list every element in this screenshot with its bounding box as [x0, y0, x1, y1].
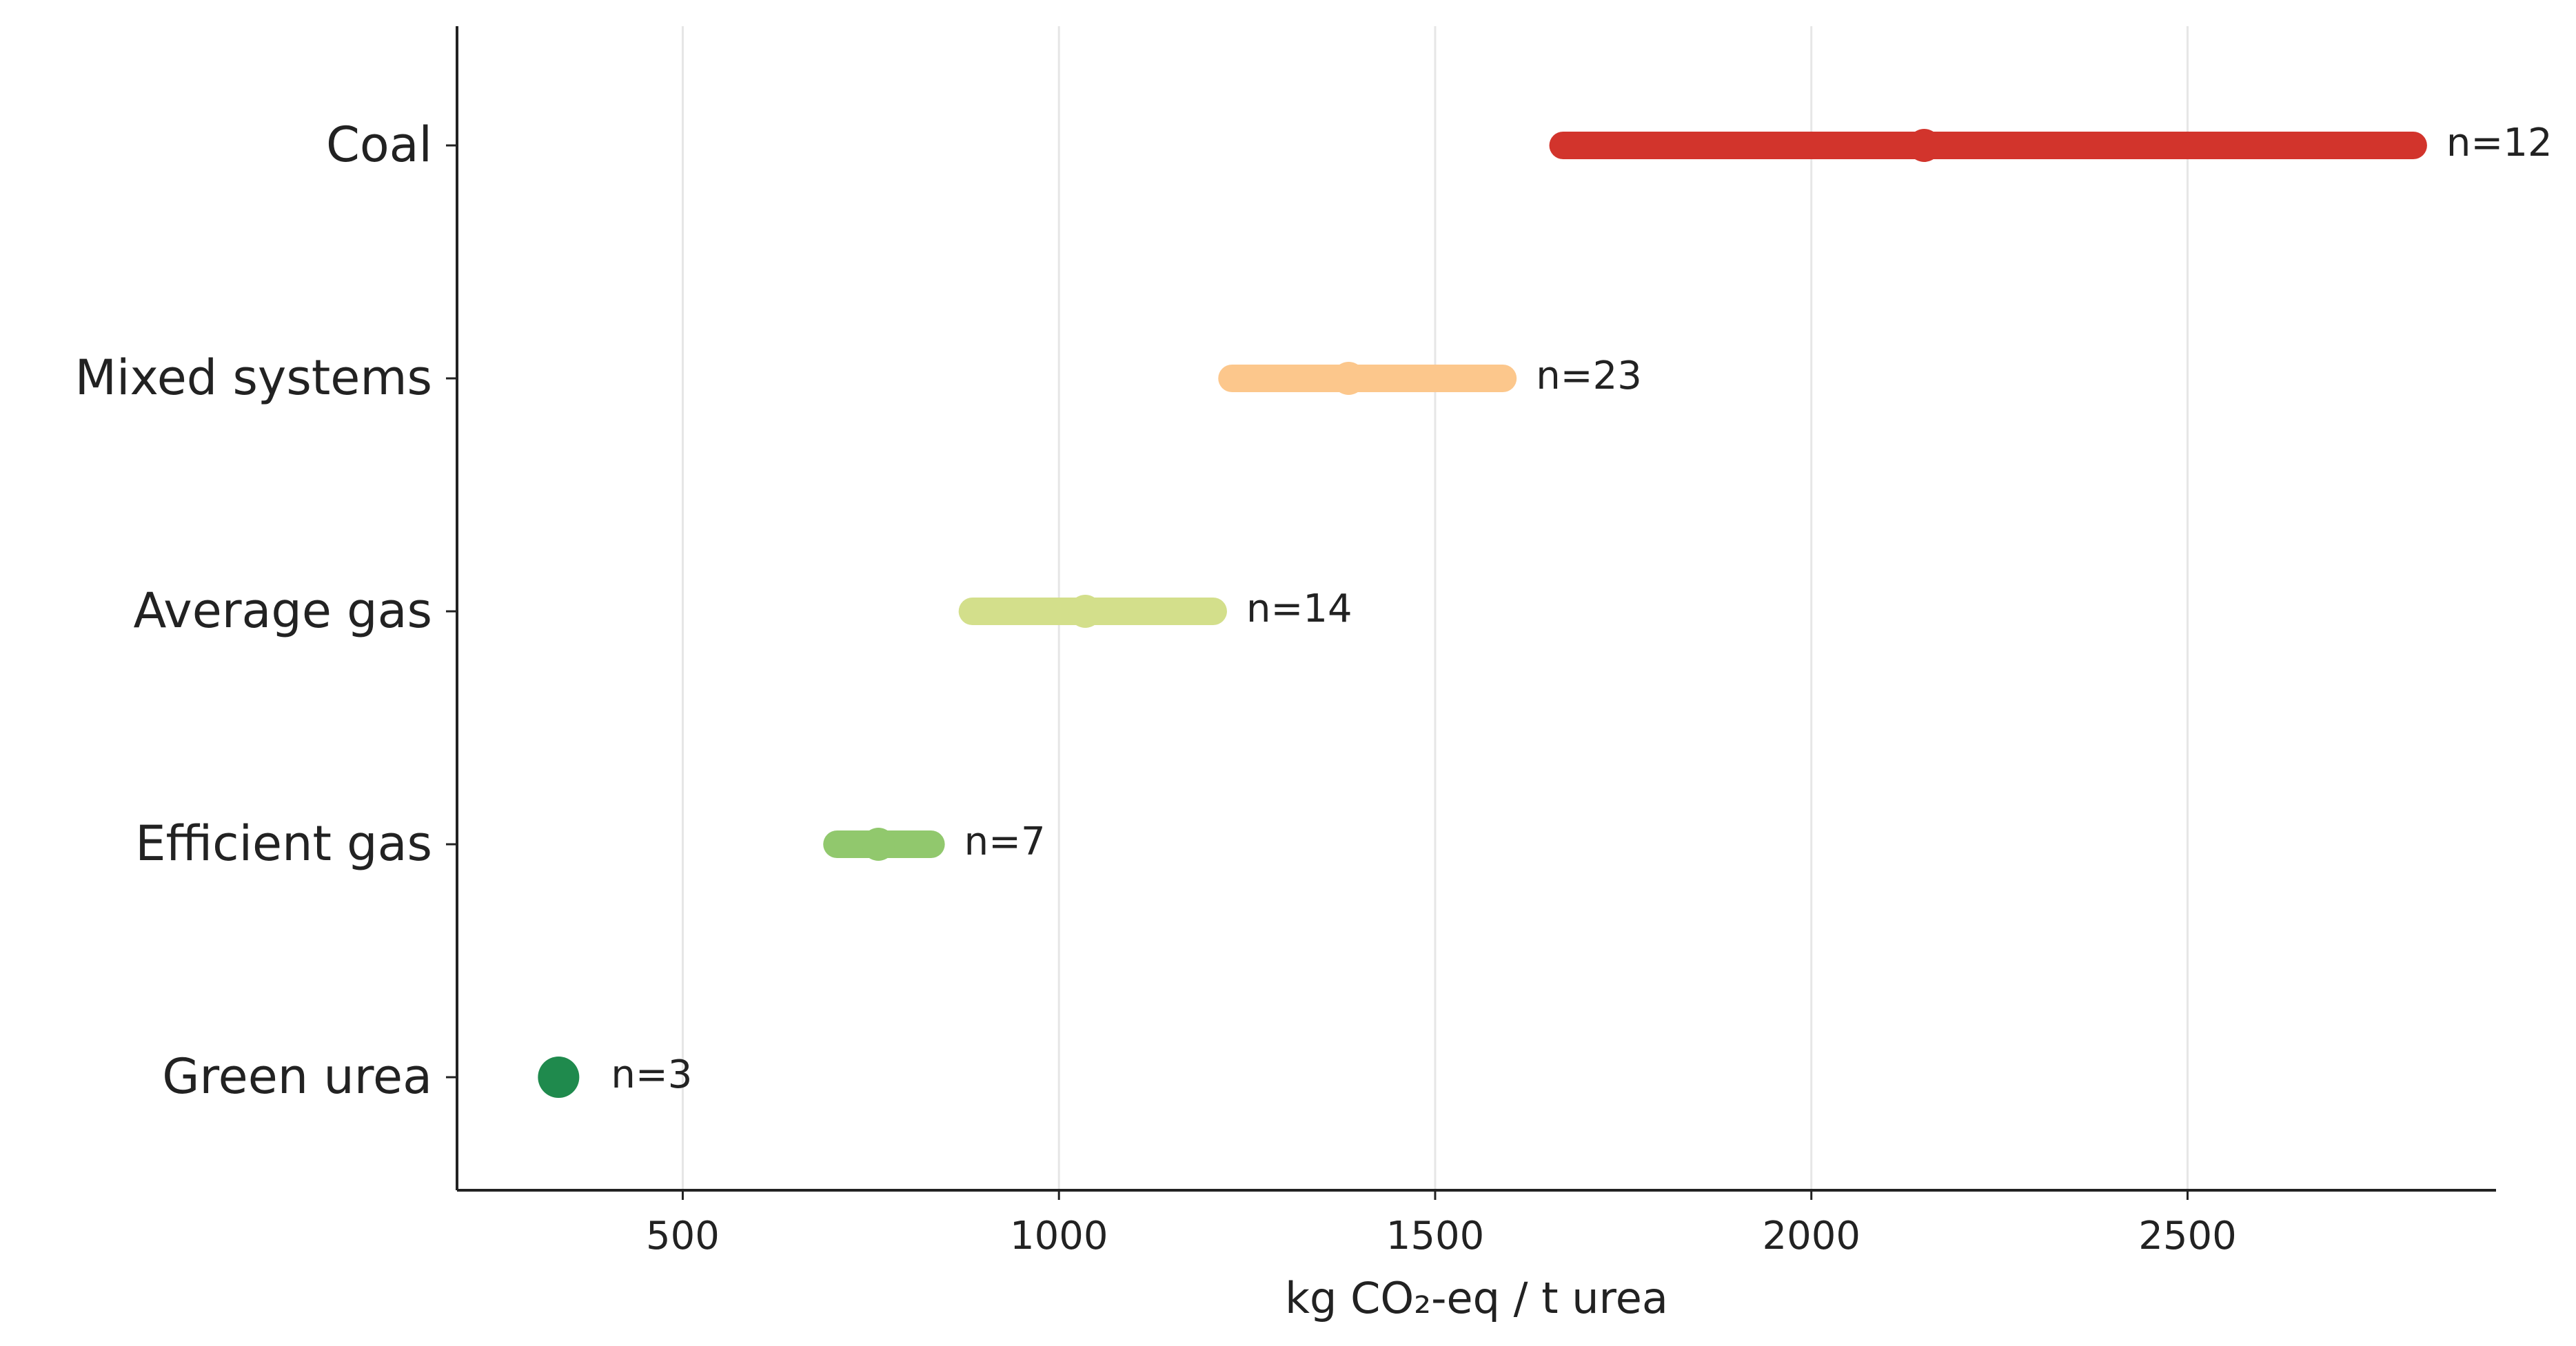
- median-dot: [1068, 595, 1102, 628]
- median-dot: [1332, 362, 1366, 395]
- y-tick-label: Coal: [326, 116, 432, 173]
- median-dot: [862, 828, 895, 861]
- y-tick-label: Efficient gas: [135, 815, 432, 872]
- x-tick-label: 500: [646, 1214, 720, 1258]
- y-tick-label: Green urea: [162, 1048, 432, 1105]
- x-tick-label: 1000: [1010, 1214, 1108, 1258]
- y-tick-label: Mixed systems: [75, 349, 432, 406]
- count-label: n=7: [964, 819, 1046, 864]
- count-label: n=23: [1536, 354, 1642, 398]
- count-label: n=14: [1246, 587, 1352, 631]
- median-dot: [1907, 129, 1941, 162]
- x-tick-label: 1500: [1386, 1214, 1485, 1258]
- count-label: n=3: [611, 1052, 692, 1097]
- count-label: n=12: [2446, 121, 2553, 165]
- x-tick-label: 2500: [2138, 1214, 2237, 1258]
- y-tick-label: Average gas: [133, 582, 432, 639]
- x-tick-label: 2000: [1762, 1214, 1860, 1258]
- x-axis-label: kg CO₂-eq / t urea: [1285, 1273, 1668, 1323]
- median-dot: [538, 1057, 580, 1098]
